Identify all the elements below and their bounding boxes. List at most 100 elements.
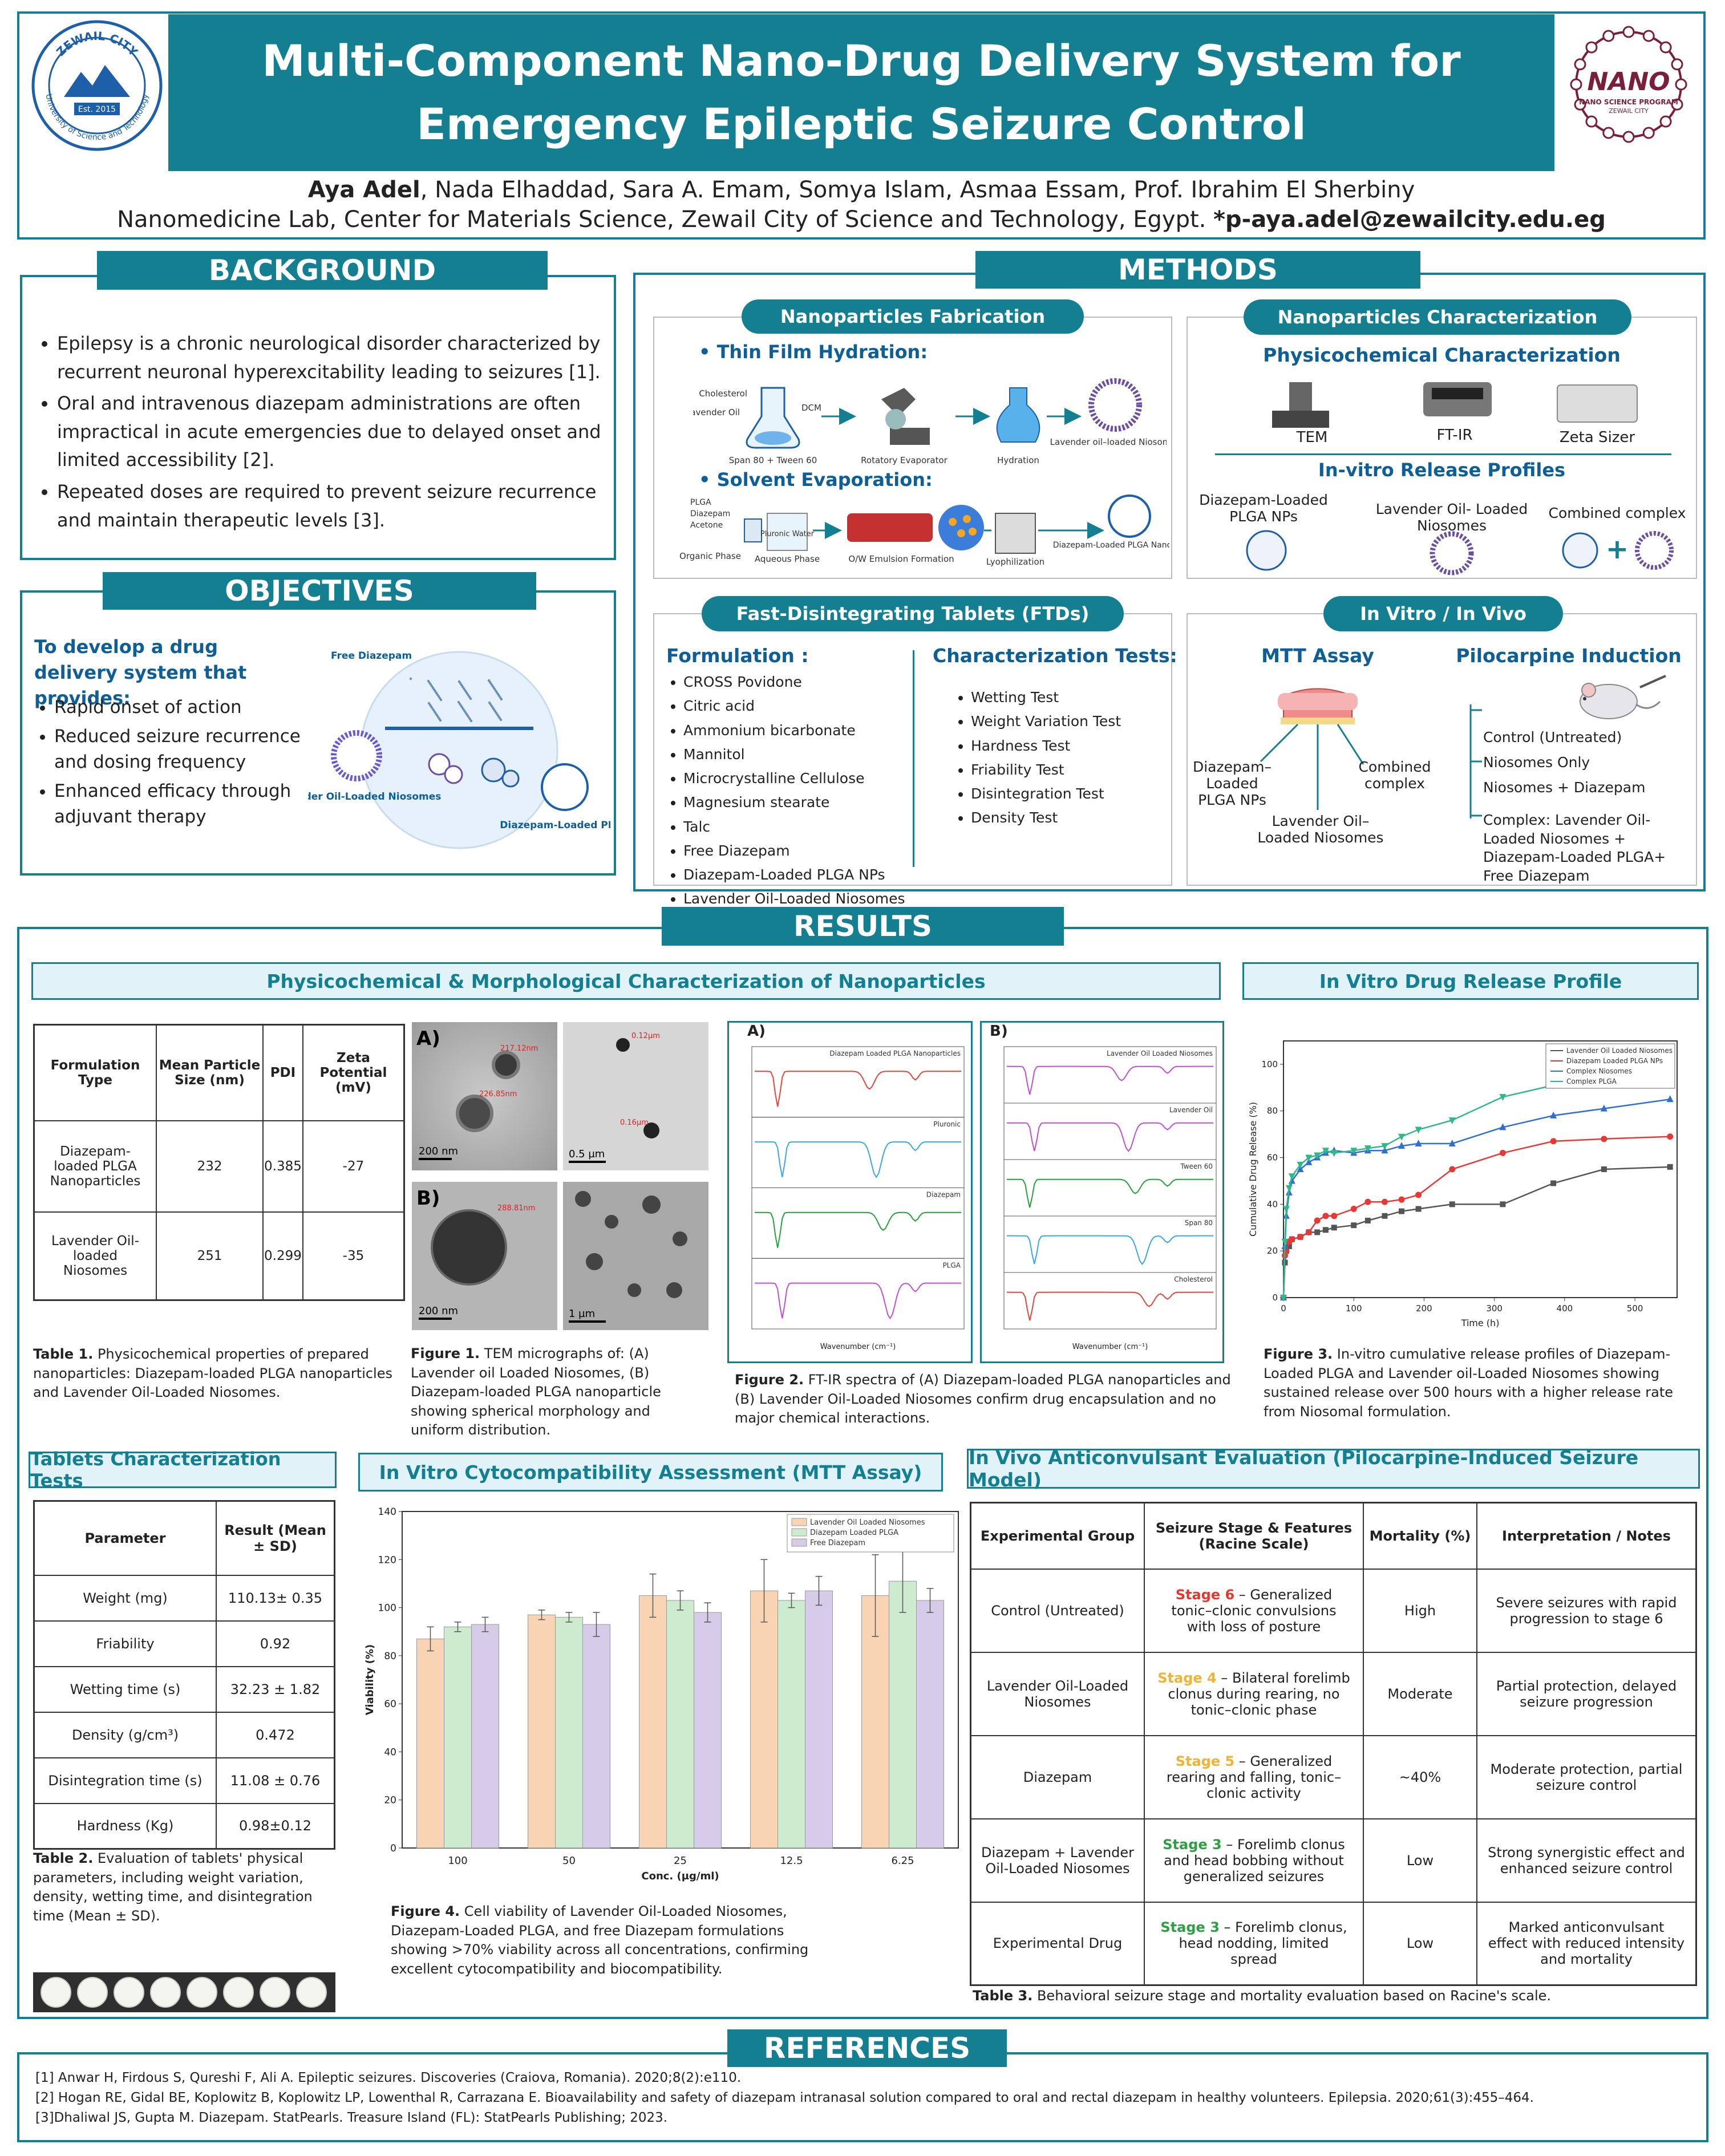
tem-measure-4: 288.81nm xyxy=(497,1204,535,1213)
nano-logo-node xyxy=(1642,30,1655,42)
x-tick-label: 12.5 xyxy=(780,1855,803,1867)
t1-r0-c0: Diazepam-loaded PLGA Nanoparticles xyxy=(33,1120,157,1213)
characterization-test-item: Friability Test xyxy=(971,760,1165,780)
mtt-bar xyxy=(528,1614,556,1849)
release-data-point xyxy=(1322,1148,1329,1155)
x-tick-label: 6.25 xyxy=(891,1855,914,1867)
release-data-point xyxy=(1314,1152,1321,1160)
table3-stage: Stage 3 – Forelimb clonus and head bobbi… xyxy=(1144,1818,1364,1903)
tem-caption-text: TEM micrographs of: (A) Lavender oil Loa… xyxy=(411,1346,661,1438)
tablet xyxy=(223,1977,254,2008)
table2: Parameter Result (Mean ± SD) Weight (mg)… xyxy=(33,1500,335,1850)
table3-mortality: Low xyxy=(1363,1818,1477,1903)
references-title: REFERENCES xyxy=(727,2029,1007,2067)
table2-parameter: Hardness (Kg) xyxy=(33,1802,217,1850)
invivo-method-pill: In Vitro / In Vivo xyxy=(1323,596,1563,631)
table3-stage: Stage 6 – Generalized tonic–clonic convu… xyxy=(1144,1568,1364,1653)
y-tick-label: 140 xyxy=(378,1506,396,1518)
ftir-panel-a xyxy=(727,1021,973,1363)
formulation-item: CROSS Povidone xyxy=(683,672,923,692)
table2-result: 0.92 xyxy=(216,1620,335,1667)
nano-logo-sub2: ZEWAIL CITY xyxy=(1609,107,1649,115)
release-data-point xyxy=(1399,1208,1404,1214)
nano-logo-node xyxy=(1574,58,1586,71)
table3-mortality: Moderate xyxy=(1363,1651,1477,1736)
objectives-list: Rapid onset of action Reduced seizure rec… xyxy=(31,695,317,833)
se-emulsion: O/W Emulsion Formation xyxy=(848,554,954,564)
y-tick-label: 80 xyxy=(384,1651,396,1662)
contact-email[interactable]: *p-aya.adel@zewailcity.edu.eg xyxy=(1213,206,1606,233)
tf-hydration: Hydration xyxy=(997,455,1039,465)
reference-1: [2] Hogan RE, Gidal BE, Koplowitz B, Kop… xyxy=(35,2090,1534,2105)
ftir-subplot xyxy=(1003,1272,1217,1330)
nano-logo-node xyxy=(1671,58,1683,71)
table3-group: Diazepam + Lavender Oil-Loaded Niosomes xyxy=(970,1818,1145,1903)
table2-result: 0.98±0.12 xyxy=(216,1802,335,1850)
release-data-point xyxy=(1331,1225,1337,1231)
mtt-bottom-label: Lavender Oil–Loaded Niosomes xyxy=(1257,813,1384,846)
formulation-item: Diazepam-Loaded PLGA NPs xyxy=(683,865,923,885)
tem-scale-1: 0.5 µm xyxy=(569,1148,605,1160)
instrument-ftir: FT-IR xyxy=(1436,427,1473,444)
se-lyophilization: Lyophilization xyxy=(986,557,1044,567)
tem-images: A) B) 200 nm 0.5 µm 200 nm 1 µm 217.12nm… xyxy=(412,1022,708,1330)
mtt-caption-bold: Figure 4. xyxy=(391,1903,460,1919)
release-data-point xyxy=(1415,1126,1422,1134)
release-title: In-vitro Release Profiles xyxy=(1318,459,1566,481)
t1-h3: Zeta Potential (mV) xyxy=(302,1024,405,1121)
t3-h2: Mortality (%) xyxy=(1363,1502,1477,1570)
tf-dcm: DCM xyxy=(801,403,821,413)
title-line-2: Emergency Epileptic Seizure Control xyxy=(416,98,1306,149)
formulation-item: Magnesium stearate xyxy=(683,792,923,813)
release-legend-label: Lavender Oil Loaded Niosomes xyxy=(1566,1047,1673,1055)
nano-logo-node xyxy=(1659,41,1672,54)
table3-caption-text: Behavioral seizure stage and mortality e… xyxy=(1032,1988,1552,2004)
release-item-combined: Combined complex xyxy=(1548,505,1686,521)
se-plga: PLGA xyxy=(690,498,711,507)
tem-measure-1: 226.85nm xyxy=(479,1090,517,1099)
ftir-caption: Figure 2. FT-IR spectra of (A) Diazepam-… xyxy=(735,1371,1231,1428)
table-row: Hardness (Kg) 0.98±0.12 xyxy=(33,1802,335,1850)
stage-features: – Forelimb clonus and head bobbing witho… xyxy=(1164,1836,1345,1885)
table-row: Experimental Drug Stage 3 – Forelimb clon… xyxy=(970,1901,1697,1986)
se-plga-nps: Diazepam-Loaded PLGA Nanoparticles xyxy=(1053,541,1169,550)
mtt-bar xyxy=(805,1590,833,1849)
stage-features: – Bilateral forelimb clonus during reari… xyxy=(1168,1669,1350,1718)
release-data-point xyxy=(1601,1136,1607,1142)
ftir-legend-label: PLGA xyxy=(943,1261,961,1269)
mtt-legend-swatch xyxy=(791,1538,807,1547)
ftir-spectrum-line xyxy=(1007,1178,1213,1208)
invivo-head: In Vivo Anticonvulsant Evaluation (Piloc… xyxy=(967,1446,1700,1491)
y-tick-label: 20 xyxy=(1267,1246,1278,1256)
t1-r1-c0: Lavender Oil-loaded Niosomes xyxy=(33,1211,157,1301)
x-tick-label: 500 xyxy=(1627,1303,1643,1314)
ftir-legend-label: Lavender Oil Loaded Niosomes xyxy=(1107,1049,1213,1057)
nano-logo-node xyxy=(1659,115,1672,128)
stage-label: Stage 5 xyxy=(1175,1753,1235,1769)
x-tick-label: 300 xyxy=(1486,1303,1503,1314)
zewail-city-logo: Est. 2015 ZEWAIL CITY University of Scie… xyxy=(29,17,165,154)
obj-niosomes-label: Lavender Oil-Loaded Niosomes xyxy=(308,791,441,803)
release-data-point xyxy=(1415,1206,1422,1212)
se-pluronic: Pluronic Water xyxy=(760,530,815,538)
release-data-point xyxy=(1666,1095,1674,1103)
ftir-legend-label: Tween 60 xyxy=(1180,1162,1213,1170)
release-legend-label: Complex PLGA xyxy=(1566,1077,1617,1085)
methods-title: METHODS xyxy=(975,251,1420,289)
mouse-icon xyxy=(1569,673,1671,724)
table3-notes: Partial protection, delayed seizure prog… xyxy=(1476,1651,1697,1736)
t1-r0-c2: 0.385 xyxy=(262,1120,303,1213)
ftir-spectrum-line xyxy=(1006,1065,1213,1095)
release-legend-label: Complex Niosomes xyxy=(1566,1067,1632,1075)
tablets-head: Tablets Characterization Tests xyxy=(29,1448,337,1492)
mtt-legend-swatch xyxy=(791,1518,807,1526)
authors-line: Aya Adel, Nada Elhaddad, Sara A. Emam, S… xyxy=(17,177,1706,203)
table-row: Lavender Oil-loaded Niosomes 251 0.299 -… xyxy=(33,1211,405,1301)
mtt-bar xyxy=(666,1600,694,1849)
table-row: Weight (mg) 110.13± 0.35 xyxy=(33,1574,335,1622)
tem-measure-2: 0.12µm xyxy=(631,1032,660,1040)
background-title: BACKGROUND xyxy=(97,251,548,290)
svg-text:+: + xyxy=(1606,533,1629,565)
nano-logo-node xyxy=(1602,127,1615,139)
t1-r1-c3: -35 xyxy=(302,1211,405,1301)
